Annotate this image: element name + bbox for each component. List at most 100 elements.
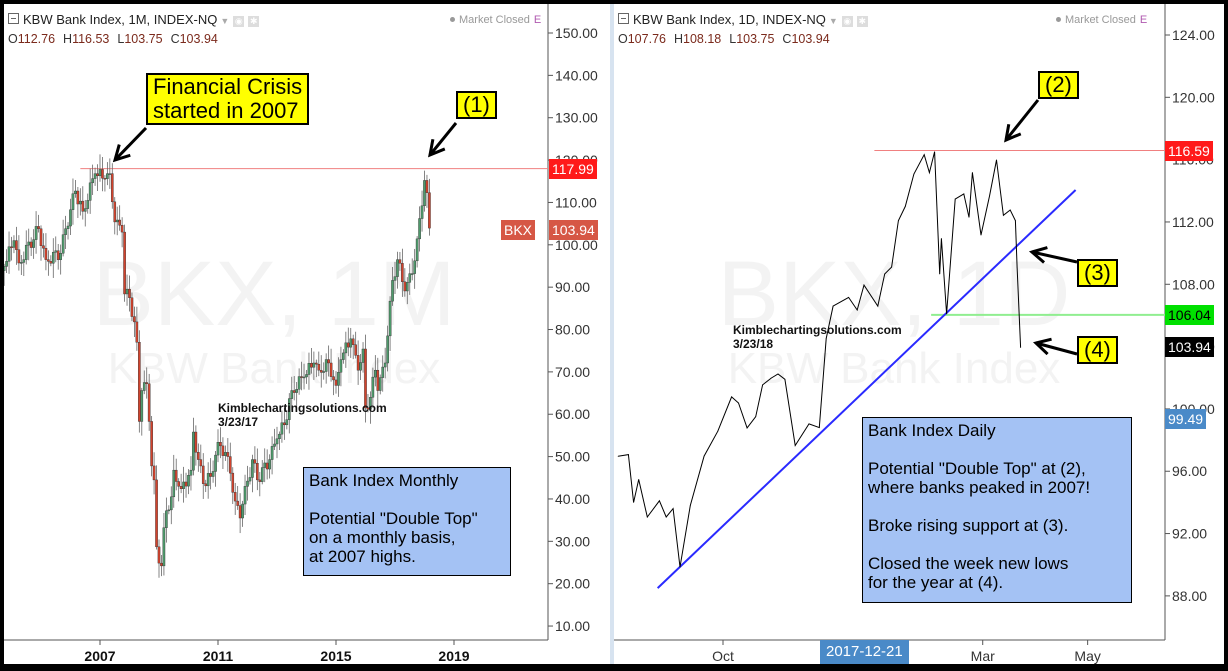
candle-up	[349, 338, 353, 348]
candle-up	[142, 382, 146, 391]
candle-down	[300, 376, 303, 378]
x-tick-label: Oct	[712, 648, 734, 664]
candle-up	[115, 219, 119, 223]
collapse-icon[interactable]	[618, 13, 629, 24]
price-point	[770, 377, 772, 379]
price-point	[963, 193, 965, 195]
candle-down	[118, 219, 121, 226]
candle-up	[12, 240, 16, 248]
candle-down	[219, 441, 222, 447]
eye-icon[interactable]: ◉	[841, 16, 853, 27]
price-point	[679, 566, 681, 568]
candle-up	[413, 260, 416, 274]
gear-icon[interactable]: ✱	[248, 16, 260, 27]
chevron-down-icon[interactable]: ▼	[220, 16, 230, 26]
candle-up	[64, 228, 67, 235]
y-tick-label: 40.00	[555, 491, 590, 507]
chart-title[interactable]: KBW Bank Index, 1D, INDEX-NQ	[633, 12, 826, 27]
chart-title[interactable]: KBW Bank Index, 1M, INDEX-NQ	[23, 12, 218, 27]
rising-support-trendline	[656, 189, 1077, 589]
candle-up	[270, 446, 274, 460]
candle-down	[103, 178, 107, 180]
candle-down	[292, 390, 296, 393]
candle-up	[297, 376, 301, 390]
candle-up	[169, 496, 173, 511]
candle-up	[396, 259, 399, 277]
candle-up	[5, 261, 8, 267]
candle-down	[327, 359, 330, 364]
candle-up	[88, 182, 92, 201]
candle-up	[106, 173, 109, 179]
candle-down	[177, 481, 180, 487]
market-status-text: Market Closed	[459, 14, 530, 26]
price-point	[777, 373, 779, 375]
high-value: 108.18	[683, 32, 722, 46]
x-tick-label: May	[1074, 648, 1100, 664]
gear-icon[interactable]: ✱	[856, 16, 868, 27]
price-point	[1020, 347, 1021, 348]
candle-up	[359, 362, 362, 371]
candle-down	[152, 465, 156, 481]
candle-up	[305, 374, 308, 378]
candle-up	[224, 452, 227, 456]
price-point	[646, 516, 648, 518]
candle-up	[405, 282, 409, 292]
callout-3: (3)	[1077, 259, 1118, 287]
panel-divider[interactable]	[610, 4, 614, 664]
candle-down	[135, 321, 139, 343]
candle-down	[256, 463, 259, 481]
price-point	[1009, 209, 1011, 211]
price-point	[689, 505, 691, 506]
candle-up	[66, 225, 70, 229]
x-tick-label: Mar	[971, 648, 995, 664]
candle-down	[39, 228, 43, 246]
candle-up	[381, 366, 385, 378]
chart-header: KBW Bank Index, 1M, INDEX-NQ ▼ ◉ ✱	[8, 12, 260, 27]
candle-up	[187, 475, 190, 487]
candle-up	[290, 390, 294, 399]
status-dot-icon	[450, 17, 455, 22]
daily-chart-panel: BKX, 1D KBW Bank Index 124.00120.00116.0…	[614, 4, 1224, 664]
candle-up	[125, 288, 129, 295]
price-point	[941, 238, 942, 239]
candle-up	[51, 251, 55, 264]
candle-down	[194, 431, 198, 453]
candle-up	[418, 218, 421, 240]
y-tick-label: 124.00	[1172, 27, 1215, 43]
monthly-candlestick-chart[interactable]: 150.00140.00130.00120.00110.00100.0090.0…	[4, 4, 610, 664]
candle-down	[44, 248, 48, 260]
note-box-monthly: Bank Index Monthly Potential "Double Top…	[303, 467, 511, 576]
y-tick-label: 10.00	[555, 618, 590, 634]
candle-up	[307, 362, 311, 375]
candle-up	[34, 226, 38, 240]
candle-down	[310, 362, 313, 368]
candle-up	[337, 372, 340, 386]
candle-up	[98, 169, 102, 177]
y-tick-label: 80.00	[555, 322, 590, 338]
x-tick-label: 2007	[84, 648, 115, 664]
candle-up	[69, 209, 72, 227]
collapse-icon[interactable]	[8, 13, 19, 24]
price-point	[934, 151, 935, 153]
candle-down	[123, 231, 126, 295]
candle-up	[214, 454, 217, 472]
source-date: 3/23/17	[218, 415, 259, 429]
candle-up	[393, 276, 397, 281]
crosshair-date-label: 2017-12-21	[820, 640, 909, 664]
chevron-down-icon[interactable]: ▼	[828, 16, 838, 26]
eye-icon[interactable]: ◉	[233, 16, 245, 27]
x-tick-label: 2019	[438, 648, 469, 664]
candle-up	[243, 486, 247, 505]
candle-up	[378, 377, 382, 391]
price-point	[658, 500, 660, 502]
candle-down	[319, 369, 323, 373]
symbol-tag: BKX	[501, 220, 536, 240]
candle-down	[184, 481, 188, 487]
chart-header: KBW Bank Index, 1D, INDEX-NQ ▼ ◉ ✱	[618, 12, 868, 27]
candle-down	[238, 505, 242, 519]
candle-down	[265, 462, 269, 470]
candle-up	[383, 362, 387, 368]
candle-down	[81, 200, 85, 212]
high-label: H	[63, 32, 73, 46]
daily-line-chart[interactable]: 124.00120.00116.00112.00108.00104.00100.…	[614, 4, 1224, 664]
